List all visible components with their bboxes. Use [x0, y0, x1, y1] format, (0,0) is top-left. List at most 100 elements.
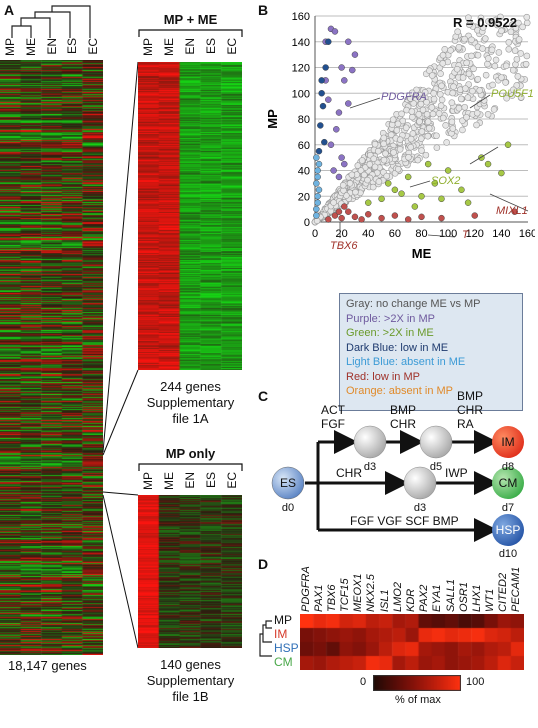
scatter-legend: Gray: no change ME vs MP Purple: >2X in M…	[339, 293, 523, 411]
gray-point	[415, 110, 423, 118]
x-tick-7: 140	[492, 228, 510, 240]
gray-point	[484, 60, 491, 68]
gray-point	[428, 72, 436, 79]
point-purple-5	[345, 100, 352, 107]
gene-label-t: T	[462, 229, 469, 241]
point-red-3	[345, 208, 352, 215]
point-green-8	[498, 169, 505, 177]
gray-point	[410, 100, 417, 107]
gene-col-meox1: MEOX1	[352, 573, 365, 612]
gray-point	[437, 70, 444, 77]
gray-point	[429, 110, 437, 118]
gray-point	[466, 21, 473, 29]
gray-point	[371, 163, 379, 171]
gray-point	[469, 87, 476, 95]
point-green-7	[484, 160, 492, 168]
point-light-blue-2	[313, 180, 320, 187]
gray-point	[438, 82, 445, 90]
gray-point	[473, 121, 480, 129]
subset2-title: MP only	[165, 446, 216, 461]
point-purple-14	[349, 66, 356, 74]
subset2-col-1: ME	[162, 472, 177, 490]
point-purple-16	[335, 173, 343, 181]
dendrogram-a	[11, 5, 91, 38]
gray-point	[389, 116, 397, 123]
gray-point	[515, 19, 522, 27]
scale-max: 100	[466, 676, 485, 688]
point-purple-9	[338, 154, 345, 161]
point-green-11	[431, 180, 439, 187]
gray-point	[479, 45, 486, 52]
gray-point	[468, 36, 475, 44]
point-dark-blue-6	[315, 147, 323, 155]
gray-point	[360, 171, 368, 179]
gray-point	[465, 70, 473, 78]
leader-line-4	[489, 193, 529, 212]
point-green-17	[378, 195, 385, 203]
legend-entry-4: Light Blue: absent in ME	[346, 356, 466, 368]
gray-point	[453, 65, 461, 73]
point-red-15	[335, 208, 343, 215]
im-label: IM	[501, 435, 515, 449]
d3-node-top	[353, 425, 387, 459]
gene-col-pdgfra: PDGFRA	[299, 566, 312, 612]
gray-point	[517, 94, 525, 101]
point-green-5	[438, 195, 445, 203]
gray-point	[405, 153, 412, 161]
point-dark-blue-0	[322, 64, 329, 71]
cm-day: d7	[501, 502, 515, 514]
gray-point	[409, 113, 416, 121]
gray-point	[484, 111, 492, 118]
panel-c-letter: C	[258, 388, 269, 404]
point-green-13	[444, 167, 452, 174]
point-purple-13	[351, 51, 359, 58]
gray-point	[523, 13, 531, 21]
gray-point	[461, 35, 468, 43]
x-tick-3: 60	[389, 228, 401, 240]
gray-point	[421, 89, 429, 96]
gray-point	[489, 19, 496, 27]
point-red-5	[358, 216, 365, 223]
gray-point	[468, 52, 475, 60]
y-tick-1: 20	[298, 191, 310, 203]
y-tick-2: 40	[298, 166, 310, 178]
row-label-hsp: HSP	[274, 641, 299, 655]
heatmap-subset1	[138, 62, 242, 370]
gene-col-tbx6: TBX6	[325, 584, 338, 612]
point-red-8	[391, 212, 399, 219]
gene-col-wt1: WT1	[484, 588, 497, 612]
edge-chr: CHR	[336, 466, 362, 480]
subset2-col-0: MP	[141, 472, 156, 490]
gray-point	[490, 106, 498, 113]
point-purple-2	[331, 28, 339, 35]
panel-d-letter: D	[258, 556, 269, 572]
gray-point	[438, 96, 446, 104]
edge-growth-factors: FGF VGF SCF BMP	[350, 514, 459, 528]
x-tick-0: 0	[312, 228, 318, 240]
gray-point	[396, 145, 404, 153]
gray-point	[449, 89, 456, 97]
gray-point	[394, 165, 402, 173]
gray-point	[503, 94, 510, 102]
gene-col-osr1: OSR1	[457, 582, 470, 612]
x-tick-2: 40	[362, 228, 374, 240]
point-purple-8	[333, 126, 340, 133]
gray-point	[402, 124, 410, 132]
gray-point	[463, 113, 470, 121]
gray-point	[474, 75, 482, 83]
point-purple-4	[341, 77, 348, 84]
hsp-node	[492, 514, 524, 546]
d5-day: d5	[429, 461, 443, 473]
gray-point	[519, 23, 526, 31]
point-light-blue-1	[314, 193, 321, 200]
point-green-3	[404, 173, 412, 181]
gray-point	[495, 49, 503, 56]
point-red-1	[331, 212, 339, 219]
subset1-title: MP + ME	[163, 12, 218, 27]
gene-col-sall1: SALL1	[444, 578, 457, 612]
gray-point	[515, 36, 523, 43]
gray-point	[430, 90, 437, 97]
gray-point	[426, 67, 433, 75]
gray-point	[422, 151, 430, 159]
gray-point	[465, 14, 472, 22]
